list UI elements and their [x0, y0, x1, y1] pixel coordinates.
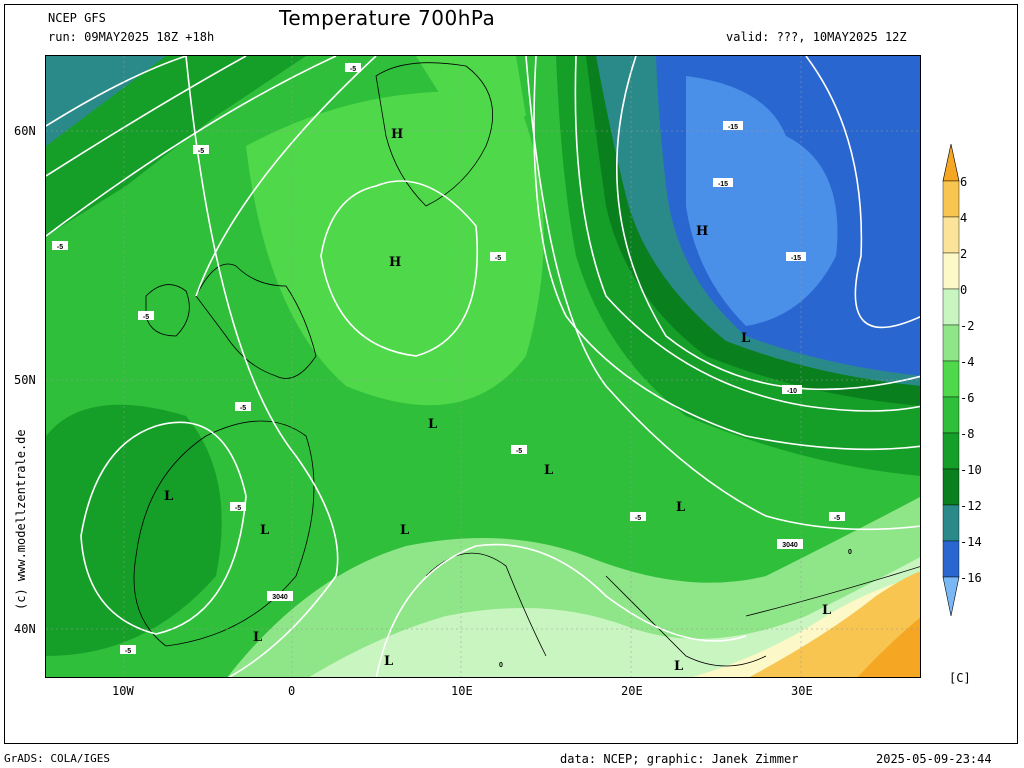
- graticule: [46, 56, 920, 677]
- contour-label: -15: [791, 255, 801, 262]
- colorbar-label: -6: [960, 391, 975, 405]
- contour-label: -5: [198, 148, 204, 155]
- high-center: H: [391, 127, 403, 142]
- lon-label: 10W: [112, 684, 134, 698]
- low-center: L: [544, 463, 553, 478]
- lon-label: 10E: [451, 684, 473, 698]
- figure-frame: [4, 4, 1018, 744]
- contour-label: 0: [499, 662, 503, 669]
- contour-label: -5: [635, 515, 641, 522]
- colorbar-label: 2: [960, 247, 968, 261]
- lon-label: 30E: [791, 684, 813, 698]
- low-center: L: [822, 603, 831, 618]
- isotherm: [525, 56, 920, 531]
- colorbar-label: -2: [960, 319, 975, 333]
- isotherm: [46, 56, 337, 237]
- colorbar-label: -12: [960, 499, 982, 513]
- weather-map: -5 -5 -5 -5 -5 -5 -5 -5 -5 -5 -5 -10 -15…: [45, 55, 921, 678]
- contour-label: 3040: [272, 594, 288, 601]
- contour-label: -5: [350, 66, 356, 73]
- lat-label: 50N: [14, 373, 36, 387]
- isotherm: [574, 56, 920, 412]
- contour-label: 3040: [782, 542, 798, 549]
- pressure-centers: H H H L L L L L L L L L L L: [164, 127, 831, 674]
- lat-label: 40N: [14, 622, 36, 636]
- central-warm-region: [246, 91, 544, 406]
- low-center: L: [428, 417, 437, 432]
- black-sea-coast: [745, 566, 920, 617]
- south-warmer-band: [309, 557, 920, 677]
- isotherm: [46, 56, 187, 127]
- low-center: L: [164, 489, 173, 504]
- run-label: run: 09MAY2025 18Z +18h: [48, 30, 215, 44]
- isotherm: [320, 180, 479, 357]
- contour-label: -5: [143, 314, 149, 321]
- contour-label: -5: [834, 515, 840, 522]
- side-credit: (c) www.modellzentrale.de: [14, 429, 28, 610]
- low-center: L: [676, 500, 685, 515]
- colorbar-label: 6: [960, 175, 968, 189]
- colorbar-label: -14: [960, 535, 982, 549]
- colorbar: [942, 144, 960, 617]
- isotherm: [195, 56, 377, 297]
- low-center: L: [253, 630, 262, 645]
- iberia: [133, 420, 315, 647]
- footer-left: GrADS: COLA/IGES: [4, 752, 110, 765]
- contour-label-group: -5 -5 -5 -5 -5 -5 -5 -5 -5 -5 -5 -10 -15…: [52, 63, 852, 669]
- isotherm: [805, 56, 920, 329]
- low-center: L: [260, 523, 269, 538]
- model-label: NCEP GFS: [48, 11, 106, 25]
- isotherm: [375, 543, 747, 677]
- contour-label: -15: [718, 181, 728, 188]
- colorbar-bottom-arrow: [942, 576, 960, 617]
- contour-label: -5: [240, 405, 246, 412]
- high-center: H: [389, 255, 401, 270]
- balkans: [605, 575, 767, 667]
- colorbar-label: 4: [960, 211, 968, 225]
- se-hot-band: [749, 571, 920, 677]
- footer-right: 2025-05-09-23:44: [876, 752, 992, 766]
- ireland: [145, 284, 190, 337]
- low-center: L: [400, 523, 409, 538]
- chart-title: Temperature 700hPa: [279, 6, 496, 30]
- contour-label: -5: [235, 505, 241, 512]
- contour-label: 0: [848, 549, 852, 556]
- low-center: L: [674, 659, 683, 674]
- lon-label: 20E: [621, 684, 643, 698]
- nw-teal-region: [46, 56, 166, 146]
- colorbar-top-arrow: [942, 144, 960, 182]
- cold-core-light: [686, 76, 838, 326]
- british-isles: [195, 263, 317, 379]
- isotherm: [46, 56, 247, 177]
- contour-label: -5: [57, 244, 63, 251]
- isotherm: [80, 421, 247, 635]
- colorbar-unit: [C]: [949, 671, 971, 685]
- isotherm: [533, 56, 920, 451]
- footer-center: data: NCEP; graphic: Janek Zimmer: [560, 752, 799, 766]
- north-light-region: [416, 56, 526, 136]
- lon-label: 0: [288, 684, 296, 698]
- colorbar-label: -8: [960, 427, 975, 441]
- colorbar-label: 0: [960, 283, 968, 297]
- low-center: L: [741, 331, 750, 346]
- isotherms: [46, 56, 920, 677]
- low-center: L: [384, 654, 393, 669]
- contour-label: -5: [516, 448, 522, 455]
- contour-label: -5: [125, 648, 131, 655]
- colorbar-label: -16: [960, 571, 982, 585]
- se-hottest-band: [857, 617, 920, 677]
- valid-label: valid: ???, 10MAY2025 12Z: [726, 30, 907, 44]
- isotherm: [615, 56, 920, 391]
- map-canvas: -5 -5 -5 -5 -5 -5 -5 -5 -5 -5 -5 -10 -15…: [46, 56, 920, 677]
- contour-label: -15: [728, 124, 738, 131]
- contour-label: -10: [787, 388, 797, 395]
- isotherm: [185, 56, 339, 677]
- contour-label: -5: [495, 255, 501, 262]
- colorbar-label: -10: [960, 463, 982, 477]
- lat-label: 60N: [14, 124, 36, 138]
- high-center: H: [696, 224, 708, 239]
- colorbar-label: -4: [960, 355, 975, 369]
- iberia-cool-region: [46, 404, 222, 656]
